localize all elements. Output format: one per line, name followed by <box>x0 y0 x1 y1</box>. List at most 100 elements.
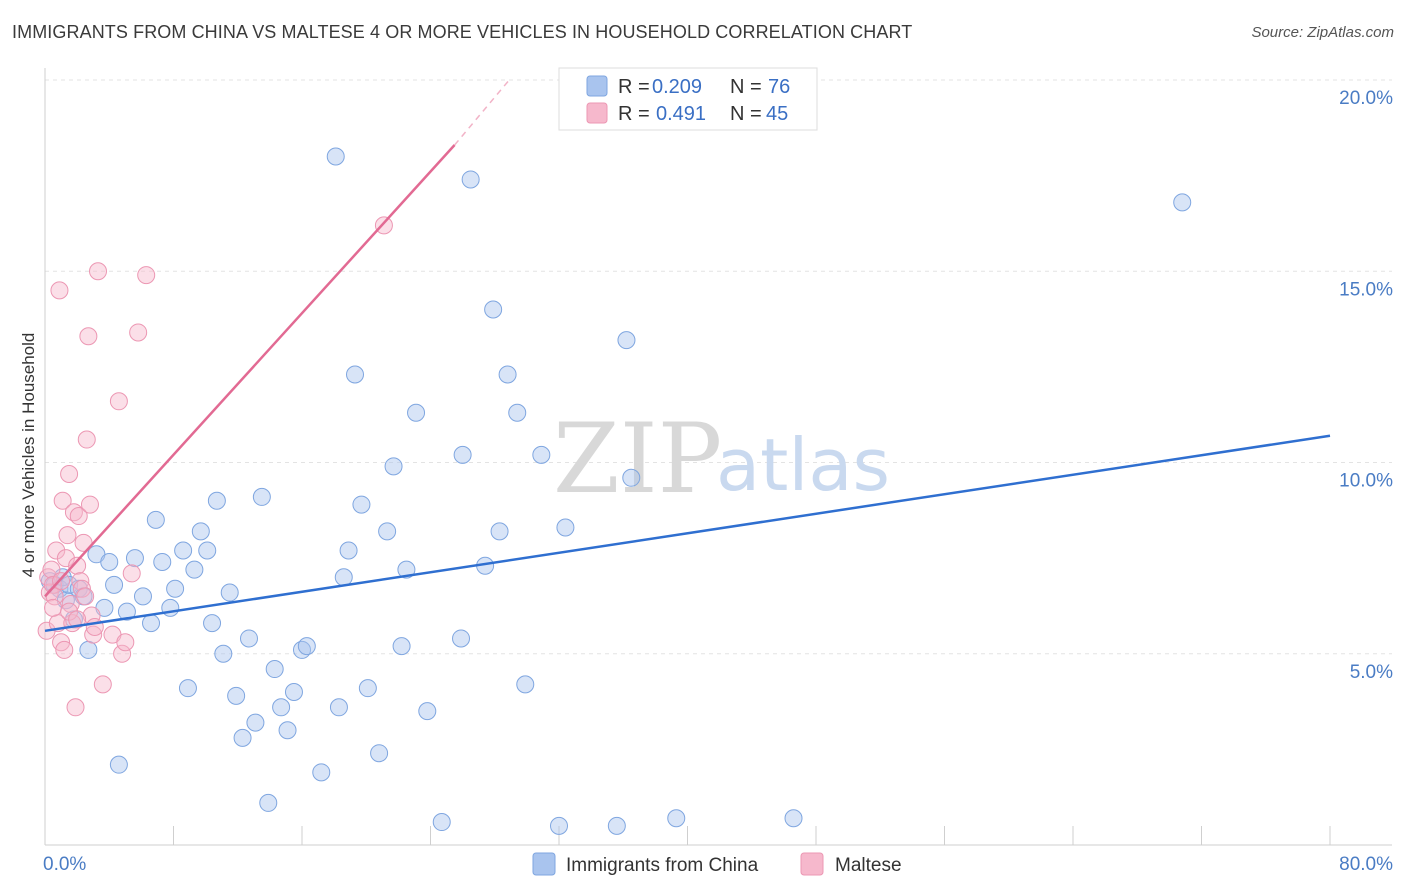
legend-swatch-maltese <box>586 102 608 124</box>
grid-lines <box>45 79 1392 655</box>
china-point-50 <box>352 495 371 514</box>
china-point-33 <box>233 728 252 747</box>
legend-n-value-maltese: 45 <box>766 103 788 125</box>
legend: R = 0.209 N = 76 R = 0.491 N = 45 <box>558 67 818 131</box>
chart-title: IMMIGRANTS FROM CHINA VS MALTESE 4 OR MO… <box>12 22 913 42</box>
china-point-45 <box>326 147 345 166</box>
maltese-point-34 <box>109 392 128 411</box>
china-point-71 <box>556 518 575 537</box>
trend-line-maltese <box>44 144 456 598</box>
china-point-25 <box>185 560 204 579</box>
legend-r-value-maltese: 0.491 <box>656 103 706 125</box>
maltese-point-35 <box>113 644 132 663</box>
china-point-20 <box>153 552 172 571</box>
china-point-43 <box>297 637 316 656</box>
china-point-12 <box>100 552 119 571</box>
y-tick-label-1: 10.0% <box>1339 471 1393 492</box>
legend-r-value-china: 0.209 <box>652 76 702 98</box>
legend-n-label-china: N = <box>730 76 762 98</box>
china-point-62 <box>461 170 480 189</box>
china-point-77 <box>1173 193 1192 212</box>
source-label: Source: ZipAtlas.com <box>1251 24 1394 41</box>
china-point-37 <box>259 793 278 812</box>
maltese-point-19 <box>68 556 87 575</box>
china-point-29 <box>207 491 226 510</box>
maltese-point-31 <box>89 262 108 281</box>
china-point-38 <box>265 660 284 679</box>
china-point-57 <box>407 403 426 422</box>
china-point-26 <box>191 522 210 541</box>
maltese-point-26 <box>79 327 98 346</box>
china-point-70 <box>550 816 568 835</box>
maltese-point-42 <box>52 572 71 591</box>
china-point-52 <box>370 744 389 763</box>
china-point-59 <box>432 813 451 832</box>
china-point-15 <box>117 602 136 621</box>
china-point-64 <box>484 300 503 319</box>
maltese-point-40 <box>374 216 393 235</box>
china-point-46 <box>329 698 348 717</box>
maltese-point-15 <box>61 595 80 614</box>
maltese-point-11 <box>55 640 74 659</box>
china-point-35 <box>246 713 265 732</box>
watermark-atlas: atlas <box>716 423 890 507</box>
china-point-76 <box>784 809 803 828</box>
china-point-22 <box>166 579 185 598</box>
china-point-74 <box>622 468 641 487</box>
china-point-30 <box>214 644 233 663</box>
bottom-legend-label-china: Immigrants from China <box>566 855 759 876</box>
china-point-9 <box>79 640 98 659</box>
maltese-point-44 <box>68 610 87 629</box>
china-point-28 <box>203 614 222 633</box>
china-point-49 <box>346 365 365 384</box>
china-point-53 <box>378 522 397 541</box>
y-tick-labels: 5.0% 10.0% 15.0% 20.0% <box>1339 88 1393 683</box>
maltese-point-3 <box>42 560 61 579</box>
maltese-point-10 <box>53 491 72 510</box>
china-point-56 <box>397 560 416 579</box>
maltese-point-27 <box>80 495 99 514</box>
china-point-31 <box>220 583 239 602</box>
legend-n-label-maltese: N = <box>730 103 762 125</box>
china-point-61 <box>453 445 472 464</box>
maltese-point-13 <box>58 526 77 545</box>
data-points <box>37 147 1192 835</box>
china-point-60 <box>452 629 471 648</box>
china-point-41 <box>284 683 303 701</box>
legend-n-value-china: 76 <box>768 76 790 98</box>
y-axis-label: 4 or more Vehicles in Household <box>19 333 38 578</box>
china-point-48 <box>339 541 358 560</box>
watermark-zip: ZIP <box>553 403 722 515</box>
maltese-point-14 <box>60 464 79 483</box>
legend-swatch-china <box>586 75 608 97</box>
maltese-point-6 <box>47 541 66 560</box>
bottom-legend-swatch-china <box>532 852 556 876</box>
china-point-58 <box>418 702 437 721</box>
axes <box>44 68 1392 846</box>
china-point-54 <box>384 457 403 476</box>
maltese-point-24 <box>76 587 95 606</box>
bottom-legend: Immigrants from China Maltese <box>532 852 902 876</box>
maltese-point-20 <box>69 507 88 526</box>
trend-lines <box>44 79 1331 633</box>
maltese-point-41 <box>44 598 63 617</box>
bottom-legend-label-maltese: Maltese <box>835 855 902 876</box>
china-point-13 <box>105 575 124 594</box>
maltese-point-36 <box>116 633 135 652</box>
china-point-73 <box>617 331 636 350</box>
maltese-point-38 <box>129 323 148 342</box>
china-point-75 <box>667 809 686 828</box>
china-point-23 <box>174 541 193 560</box>
maltese-point-18 <box>66 698 85 717</box>
y-tick-label-0: 5.0% <box>1350 662 1393 683</box>
china-point-65 <box>490 522 509 541</box>
legend-r-label-maltese: R = <box>618 103 650 125</box>
china-point-51 <box>358 679 377 698</box>
china-point-67 <box>508 403 527 422</box>
maltese-point-39 <box>137 266 156 285</box>
maltese-point-29 <box>84 625 103 644</box>
trend-line-china <box>44 434 1331 633</box>
china-point-44 <box>312 763 331 782</box>
china-point-36 <box>252 487 271 506</box>
